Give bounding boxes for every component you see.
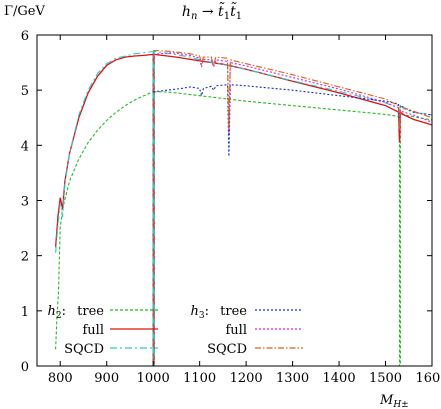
y-tick-label: 1	[21, 305, 29, 320]
y-tick-label: 0	[21, 360, 29, 375]
x-tick-label: 1000	[137, 371, 170, 386]
y-tick-label: 4	[21, 139, 29, 154]
y-tick-label: 3	[21, 195, 29, 210]
x-tick-label: 1500	[369, 371, 402, 386]
series-line-h3-full	[153, 52, 432, 135]
x-tick-label: 1400	[323, 371, 356, 386]
legend-label: full	[83, 323, 105, 338]
legend-group-label: h3:	[191, 304, 210, 321]
chart-title: hn → t̃1t̃1	[182, 1, 242, 22]
series-line-h2-h2-tree	[55, 90, 432, 366]
y-axis-label: Γ/GeV	[4, 4, 45, 19]
legend-label: SQCD	[207, 342, 247, 357]
x-tick-label: 800	[48, 371, 73, 386]
legend-label: tree	[220, 304, 247, 319]
x-tick-label: 1300	[276, 371, 309, 386]
x-tick-label: 900	[94, 371, 119, 386]
legend-label: tree	[77, 304, 104, 319]
y-tick-label: 5	[21, 84, 29, 99]
legend-label: full	[226, 323, 248, 338]
x-tick-label: 1200	[230, 371, 263, 386]
y-tick-label: 6	[21, 29, 29, 44]
x-tick-label: 1100	[183, 371, 216, 386]
x-axis-label: MH±	[379, 393, 409, 409]
legend-label: SQCD	[64, 342, 104, 357]
legend-group-label: h2:	[48, 304, 67, 321]
series-line-h3-sqcd	[153, 49, 432, 129]
y-tick-label: 2	[21, 250, 29, 265]
